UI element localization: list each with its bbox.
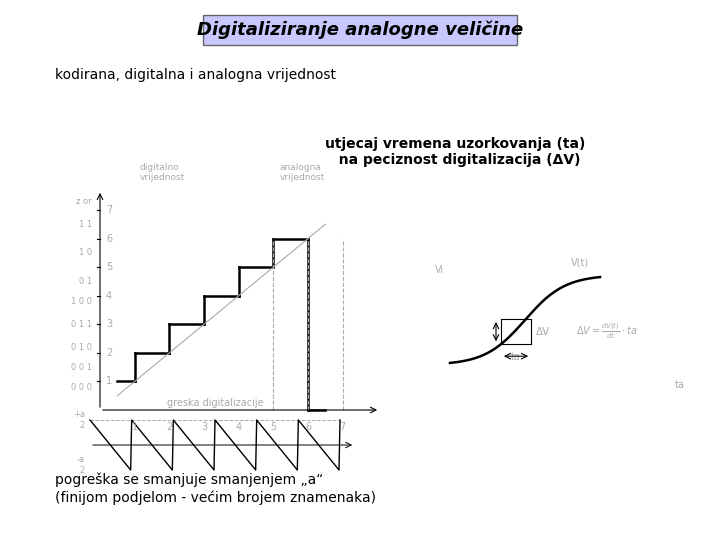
Text: Digitaliziranje analogne veličine: Digitaliziranje analogne veličine	[197, 21, 523, 39]
Text: 6: 6	[106, 234, 112, 244]
Text: $\Delta V = \frac{dV(t)}{dt} \cdot ta$: $\Delta V = \frac{dV(t)}{dt} \cdot ta$	[576, 322, 638, 341]
Text: 0 0 1: 0 0 1	[71, 363, 92, 372]
Text: 1 1: 1 1	[79, 220, 92, 229]
Text: 0 1 0: 0 1 0	[71, 343, 92, 352]
FancyBboxPatch shape	[203, 15, 517, 45]
Text: 2: 2	[106, 348, 112, 358]
Text: pogreška se smanjuje smanjenjem „a“: pogreška se smanjuje smanjenjem „a“	[55, 472, 323, 487]
Text: Vi: Vi	[435, 265, 444, 275]
Text: 1 0 0: 1 0 0	[71, 297, 92, 306]
Text: 4: 4	[235, 422, 242, 432]
Text: (finijom podjelom - većim brojem znamenaka): (finijom podjelom - većim brojem znamena…	[55, 491, 376, 505]
Text: digitalno
vrijednost: digitalno vrijednost	[140, 163, 185, 182]
Text: ΔV: ΔV	[536, 327, 550, 336]
Text: z or: z or	[76, 197, 92, 206]
Text: ta: ta	[511, 352, 521, 362]
Text: 1: 1	[132, 422, 138, 432]
Text: 0 1: 0 1	[79, 277, 92, 286]
Text: analogna
vrijednost: analogna vrijednost	[280, 163, 325, 182]
Text: 0 0 0: 0 0 0	[71, 383, 92, 391]
Text: 0 1 1: 0 1 1	[71, 320, 92, 329]
Text: 6: 6	[305, 422, 311, 432]
Text: 5: 5	[106, 262, 112, 272]
Text: 3: 3	[106, 319, 112, 329]
Text: 5: 5	[270, 422, 276, 432]
Text: 1 0: 1 0	[79, 248, 92, 258]
Text: 7: 7	[106, 205, 112, 215]
Text: 4: 4	[106, 291, 112, 301]
Text: V(t): V(t)	[571, 257, 589, 267]
Text: 2: 2	[166, 422, 173, 432]
Text: -a
2: -a 2	[77, 455, 85, 475]
Text: 3: 3	[201, 422, 207, 432]
Text: kodirana, digitalna i analogna vrijednost: kodirana, digitalna i analogna vrijednos…	[55, 68, 336, 82]
Text: greska digitalizacije: greska digitalizacije	[167, 398, 264, 408]
Text: ta: ta	[675, 380, 685, 390]
Text: +a
2: +a 2	[73, 410, 85, 430]
Text: 1: 1	[106, 376, 112, 387]
Text: utjecaj vremena uzorkovanja (ta)
  na peciznost digitalizacija (ΔV): utjecaj vremena uzorkovanja (ta) na peci…	[325, 137, 585, 167]
Text: 7: 7	[340, 422, 346, 432]
